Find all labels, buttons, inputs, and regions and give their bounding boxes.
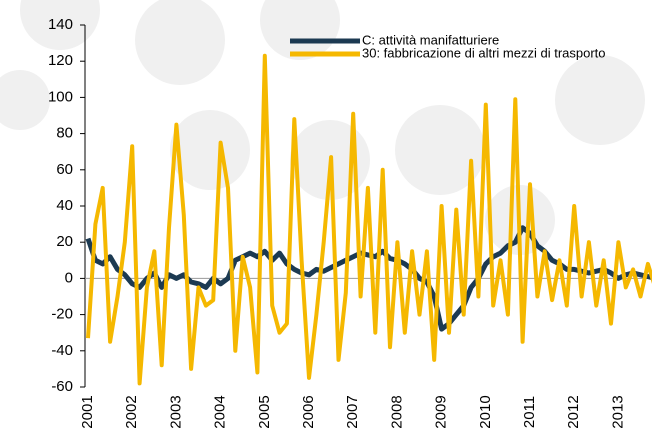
x-tick-label: 2010: [477, 395, 494, 428]
x-tick-label: 2001: [79, 395, 96, 428]
x-tick-label: 2007: [344, 395, 361, 428]
x-tick-label: 2003: [167, 395, 184, 428]
legend-label: 30: fabbricazione di altri mezzi di tras…: [362, 45, 606, 60]
y-tick-label: 140: [48, 16, 73, 33]
y-tick-label: -60: [51, 378, 73, 395]
y-tick-label: 0: [65, 269, 73, 286]
x-tick-label: 2011: [521, 396, 538, 428]
y-tick-label: -20: [51, 306, 73, 323]
x-tick-label: 2004: [212, 395, 229, 428]
y-tick-label: 80: [56, 125, 73, 142]
x-tick-label: 2012: [565, 395, 582, 428]
y-tick-label: 40: [56, 197, 73, 214]
y-tick-label: 120: [48, 52, 73, 69]
y-tick-label: 20: [56, 233, 73, 250]
legend-label: C: attività manifatturiere: [362, 32, 499, 47]
x-tick-label: 2002: [123, 395, 140, 428]
y-tick-label: -40: [51, 342, 73, 359]
x-tick-label: 2005: [256, 395, 273, 428]
x-tick-label: 2008: [388, 395, 405, 428]
y-tick-label: 100: [48, 88, 73, 105]
x-tick-label: 2006: [300, 395, 317, 428]
y-tick-label: 60: [56, 161, 73, 178]
x-tick-label: 2013: [609, 395, 626, 428]
x-tick-label: 2009: [433, 395, 450, 428]
series-line: [86, 53, 652, 386]
